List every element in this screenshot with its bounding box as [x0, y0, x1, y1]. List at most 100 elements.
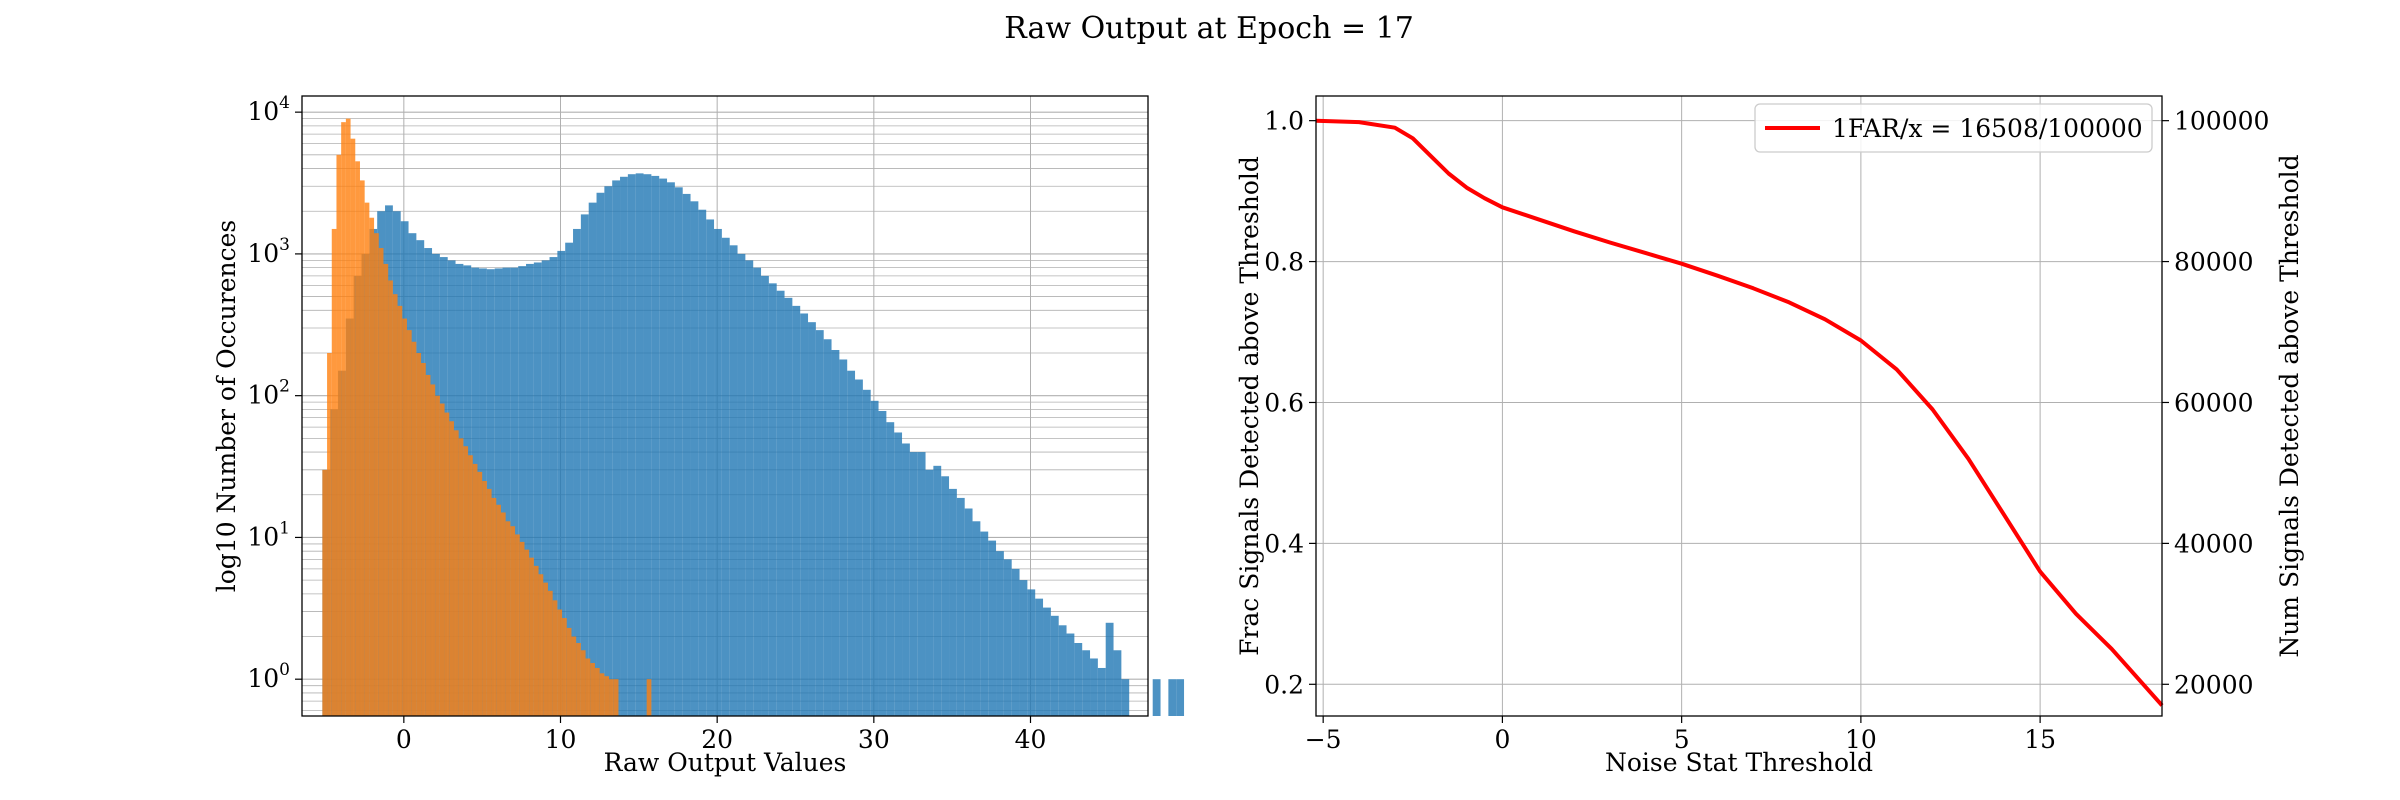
histogram-axes-frame: [301, 95, 1149, 717]
histogram-bar-series-1: [776, 290, 785, 716]
histogram-bar-series-1: [980, 531, 989, 716]
histogram-y-tick-label: 103: [247, 235, 290, 268]
histogram-bar-series-1: [729, 245, 738, 716]
histogram-bar-series-2: [444, 412, 450, 716]
histogram-bar-series-2: [364, 202, 370, 716]
histogram-bar-series-1: [1043, 607, 1051, 716]
histogram-bar-series-1: [1066, 633, 1075, 716]
histogram-bar-series-2: [486, 488, 492, 716]
histogram-bar-series-2: [609, 679, 614, 716]
histogram-bar-series-2: [576, 643, 581, 716]
histogram-bar-series-2: [406, 330, 412, 716]
threshold-ylabel-right: Num Signals Detected above Threshold: [2275, 154, 2304, 657]
histogram-bar-series-1: [823, 339, 832, 716]
histogram-bar-series-2: [482, 481, 487, 716]
histogram-bar-series-1: [674, 187, 683, 717]
histogram-bar-series-2: [566, 627, 572, 716]
histogram-bar-series-2: [435, 395, 440, 716]
threshold-right-tick-label: 100000: [2174, 107, 2269, 136]
histogram-bar-series-1: [627, 174, 636, 716]
histogram-bar-series-1: [768, 283, 777, 716]
histogram-bar-series-1: [1035, 598, 1044, 716]
histogram-xlabel: Raw Output Values: [604, 748, 847, 777]
histogram-bar-series-2: [402, 318, 407, 716]
histogram-bar-series-2: [468, 455, 473, 716]
histogram-bar-series-1: [761, 275, 769, 716]
threshold-ticks: −5 0 5 10 15 0.2 0.4 0.6 0.8 1.0 20000 40000 60000 80…: [1264, 107, 2269, 754]
threshold-y-tick-label: 0.2: [1264, 670, 1304, 699]
histogram-bar-series-2: [378, 248, 384, 716]
histogram-bar-series-1: [862, 389, 871, 716]
histogram-bar-series-1: [808, 322, 816, 716]
histogram-bar-series-2: [529, 557, 534, 716]
histogram-bar-series-1: [596, 192, 605, 716]
histogram-bar-series-2: [505, 521, 511, 716]
histogram-bar-series-2: [350, 138, 356, 717]
histogram-bar-series-2: [557, 609, 563, 716]
histogram-bar-series-2: [472, 463, 478, 716]
histogram-bar-series-1: [972, 521, 981, 716]
threshold-x-tick-label: 10: [1845, 725, 1877, 754]
histogram-bar-series-1: [643, 174, 652, 716]
histogram-bar-series-1: [580, 214, 589, 716]
histogram-bar-series-1: [1050, 615, 1059, 716]
histogram-bar-series-1: [502, 267, 511, 716]
histogram-bar-series-1: [886, 422, 895, 716]
histogram-bar-series-1: [784, 297, 793, 716]
histogram-bar-series-1: [698, 209, 707, 716]
histogram-x-tick-label: 30: [858, 725, 890, 754]
histogram-bar-series-1: [996, 551, 1004, 716]
histogram-bar-series-1: [549, 257, 558, 716]
histogram-bar-series-2: [439, 403, 445, 716]
histogram-bar-series-1: [745, 260, 754, 716]
threshold-right-tick-label: 80000: [2174, 248, 2254, 277]
histogram-bar-series-2: [590, 663, 595, 716]
histogram-bar-series-1: [494, 268, 503, 716]
histogram-y-tick-label: 104: [247, 93, 290, 126]
histogram-bar-series-1: [917, 452, 926, 716]
histogram-ylabel: log10 Number of Occurences: [212, 220, 241, 593]
histogram-bar-series-2: [571, 636, 577, 716]
histogram-bar-series-1: [1168, 679, 1177, 716]
histogram-bar-series-1: [1019, 580, 1028, 716]
threshold-axes-frame: [1315, 95, 2163, 717]
histogram-bar-series-2: [519, 541, 525, 716]
histogram-bar-series-2: [341, 122, 346, 717]
threshold-x-tick-label: 15: [2024, 725, 2056, 754]
histogram-bar-series-1: [925, 469, 934, 716]
histogram-bar-series-2: [515, 534, 520, 716]
histogram-chart: 0 10 20 30 40 100 101 102 103 104 Raw Output Valu…: [212, 93, 1185, 777]
threshold-ylabel-left: Frac Signals Detected above Threshold: [1235, 156, 1264, 656]
histogram-bar-series-1: [573, 228, 581, 716]
histogram-bar-series-1: [1027, 589, 1036, 716]
threshold-y-tick-label: 0.8: [1264, 248, 1304, 277]
histogram-bar-series-2: [599, 673, 605, 716]
histogram-bar-series-1: [894, 432, 903, 716]
histogram-bar-series-2: [397, 305, 403, 716]
histogram-bar-series-1: [690, 201, 699, 716]
histogram-bar-series-1: [1011, 568, 1020, 716]
histogram-bar-series-1: [1082, 650, 1091, 716]
histogram-bar-series-2: [646, 679, 652, 716]
histogram-bar-series-2: [416, 352, 422, 716]
histogram-bar-series-1: [565, 242, 574, 716]
histogram-bar-series-1: [1152, 679, 1161, 716]
histogram-bar-series-1: [753, 267, 762, 716]
histogram-bar-series-1: [706, 219, 715, 716]
legend-box: [1754, 103, 2153, 153]
histogram-bar-series-1: [792, 305, 801, 716]
histogram-bar-series-2: [562, 618, 567, 716]
histogram-bar-series-1: [510, 267, 519, 716]
threshold-y-tick-label: 1.0: [1264, 107, 1304, 136]
threshold-y-tick-label: 0.4: [1264, 529, 1304, 558]
histogram-x-tick-label: 0: [396, 725, 412, 754]
histogram-bar-series-1: [541, 260, 550, 716]
histogram-bar-series-1: [800, 313, 809, 716]
legend-label: 1FAR/x = 16508/100000: [1832, 114, 2143, 143]
histogram-bar-series-1: [902, 443, 910, 716]
histogram-x-tick-label: 20: [701, 725, 733, 754]
histogram-bar-series-1: [1176, 679, 1185, 716]
histogram-bar-series-2: [430, 384, 436, 716]
histogram-y-tick-label: 101: [247, 518, 290, 551]
histogram-bar-series-2: [491, 497, 497, 716]
